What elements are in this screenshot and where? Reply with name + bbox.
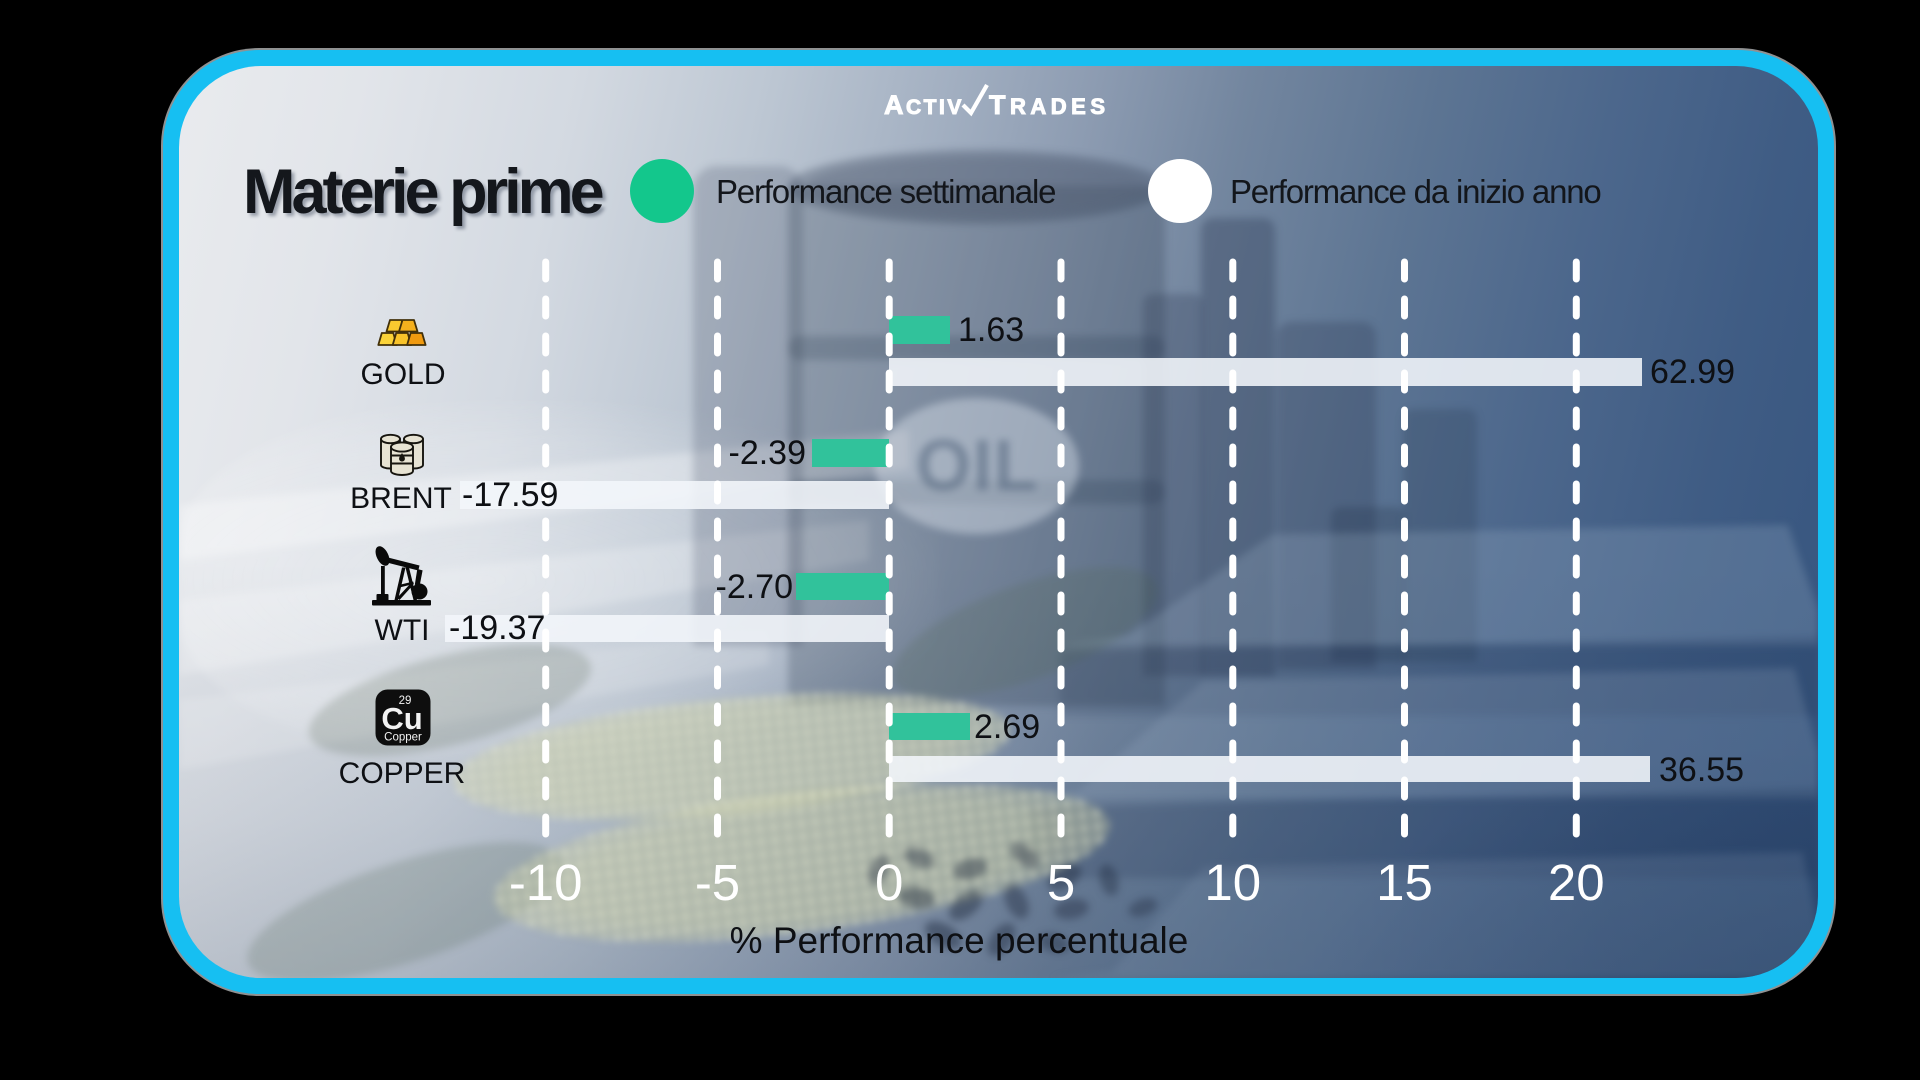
svg-text:Cu: Cu	[381, 701, 422, 736]
svg-text:Copper: Copper	[384, 732, 422, 744]
svg-text:29: 29	[399, 695, 412, 707]
